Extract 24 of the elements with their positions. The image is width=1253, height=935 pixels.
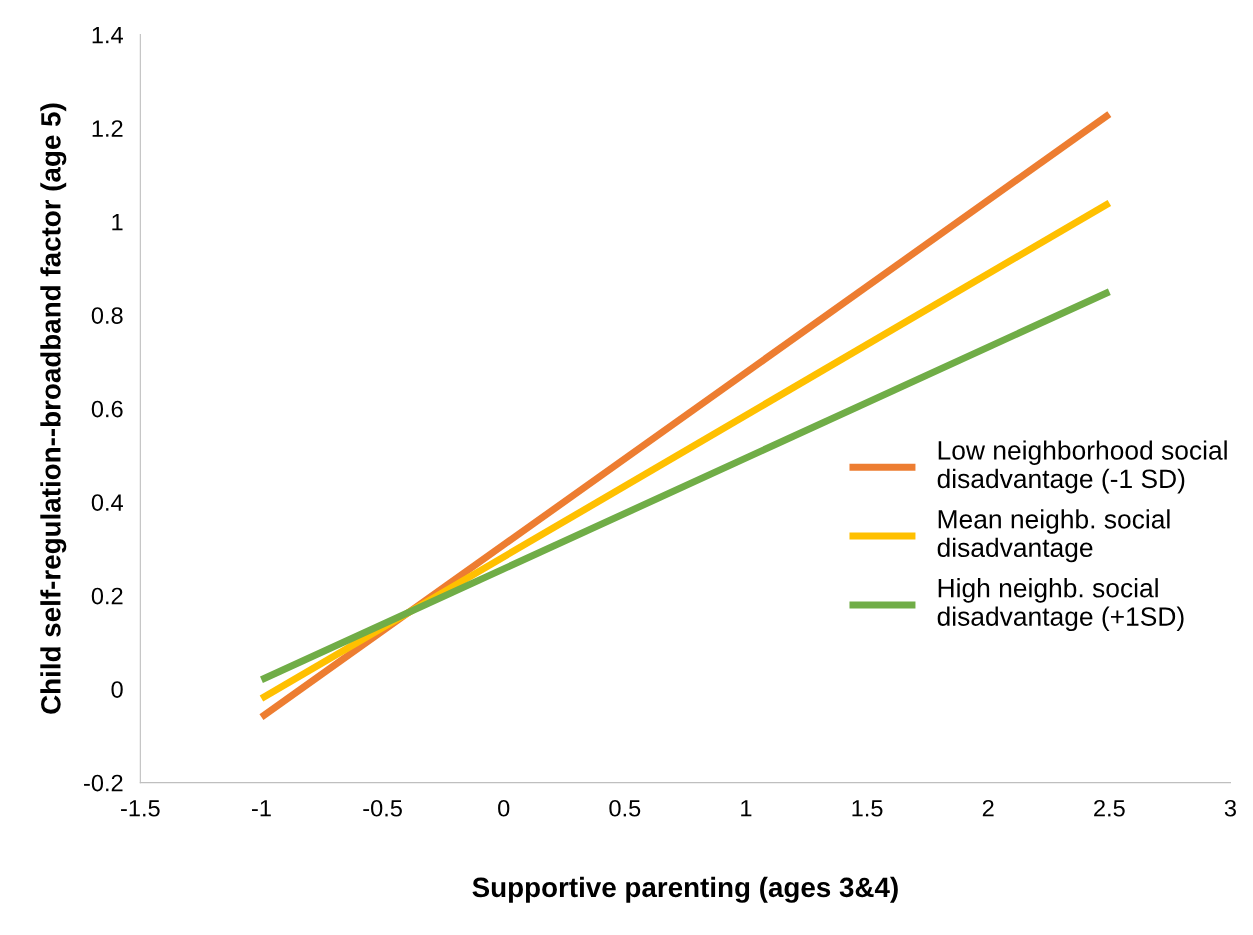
x-tick-label: -1.5	[121, 800, 160, 817]
x-axis-title: Supportive parenting (ages 3&4)	[472, 876, 898, 903]
x-tick-label: 1	[741, 800, 752, 817]
legend-label: Mean neighb. social disadvantage	[937, 509, 1170, 563]
legend-label: Low neighborhood social disadvantage (-1 SD)	[937, 440, 1227, 494]
x-tick-label: 0.5	[609, 799, 641, 817]
y-tick-label: 1.4	[92, 26, 123, 44]
x-tick-label: 0	[498, 799, 510, 817]
x-tick-label: -1	[252, 800, 271, 817]
y-tick-label: 0.6	[91, 400, 123, 418]
x-tick-label: -0.5	[363, 799, 402, 817]
legend-label: High neighb. social disadvantage (+1SD)	[937, 578, 1184, 632]
y-tick-label: 0.4	[91, 494, 123, 511]
y-tick-label: 0.2	[91, 587, 123, 605]
x-tick-label: 2	[982, 799, 994, 817]
x-tick-label: 1.5	[852, 800, 883, 817]
x-tick-label: 3	[1224, 799, 1236, 817]
x-tick-label: 2.5	[1094, 799, 1125, 817]
y-tick-label: 1	[112, 213, 123, 231]
y-tick-label: 1.2	[92, 120, 123, 137]
y-tick-label: -0.2	[84, 774, 123, 792]
y-axis-title: Child self-regulation--broadband factor (age 5)	[40, 103, 67, 714]
y-tick-label: 0	[111, 681, 123, 698]
y-tick-label: 0.8	[91, 307, 123, 324]
